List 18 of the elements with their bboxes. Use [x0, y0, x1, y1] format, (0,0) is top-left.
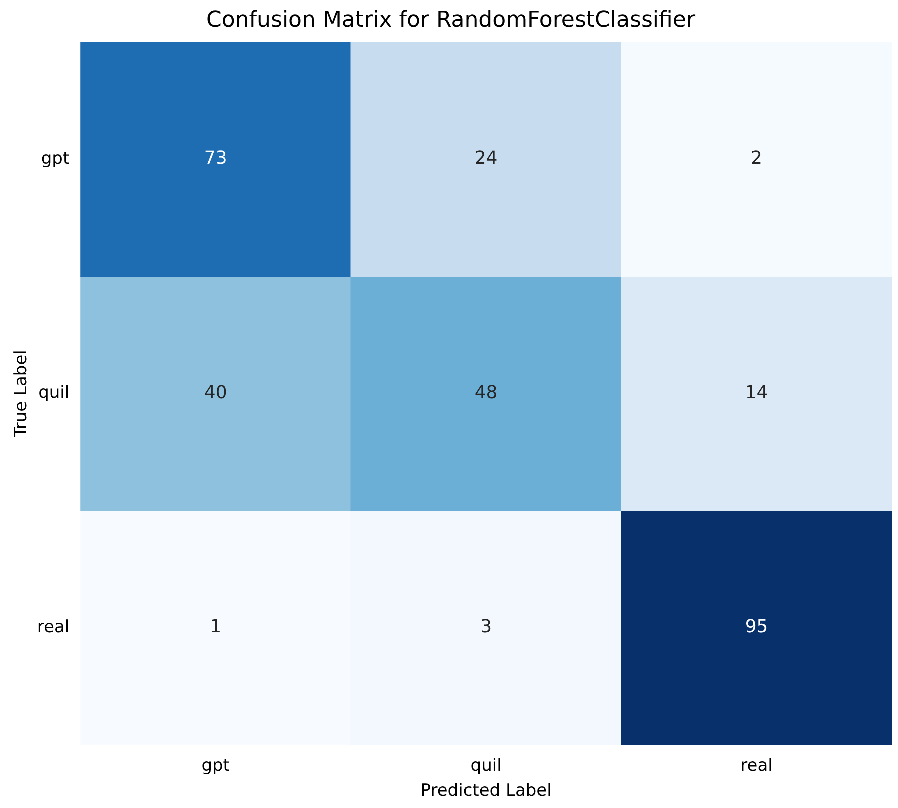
- x-tick-label: gpt: [202, 756, 230, 776]
- chart-title: Confusion Matrix for RandomForestClassifier: [206, 8, 696, 33]
- y-tick-label: real: [37, 617, 70, 638]
- y-tick-label: gpt: [41, 148, 70, 169]
- data-label: 40: [204, 382, 228, 404]
- data-label: 73: [204, 148, 228, 170]
- y-axis-title: True Label: [12, 350, 32, 438]
- x-axis-title: Predicted Label: [420, 781, 552, 802]
- data-label: 2: [751, 148, 762, 170]
- y-tick-label: quil: [38, 383, 70, 404]
- data-label: 24: [474, 148, 498, 170]
- data-label: 1: [210, 616, 222, 638]
- x-tick-label: quil: [470, 756, 502, 776]
- data-label: 14: [745, 382, 768, 404]
- data-label: 48: [474, 382, 498, 404]
- data-label: 3: [480, 616, 492, 638]
- x-tick-label: real: [740, 756, 773, 776]
- data-label: 95: [745, 616, 768, 638]
